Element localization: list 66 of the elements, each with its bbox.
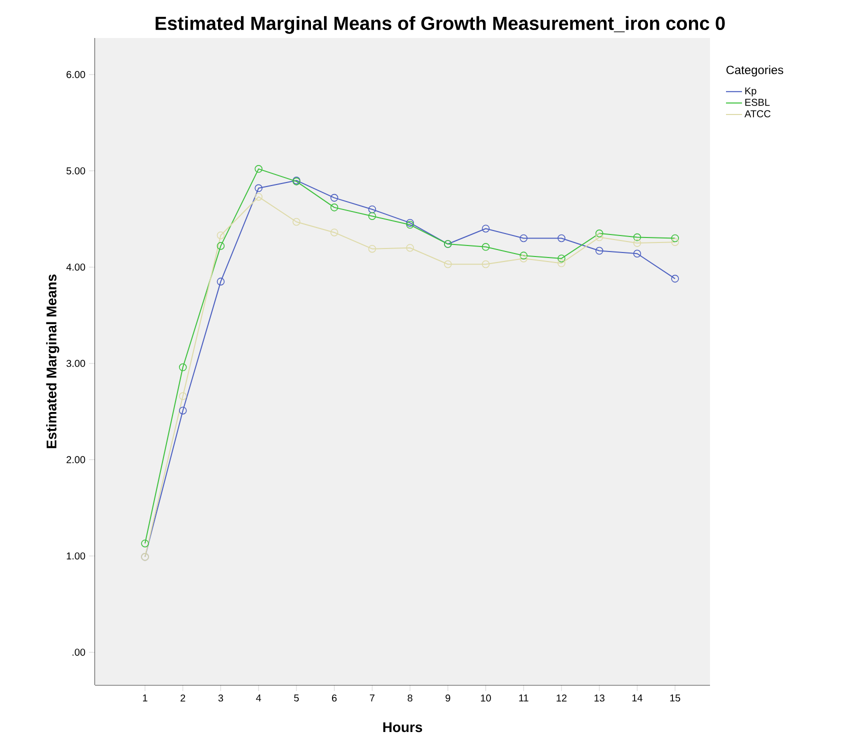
legend-label: ESBL: [745, 98, 770, 106]
point: [254, 192, 262, 201]
y-tick-label: 3.00: [66, 360, 86, 367]
point: [444, 260, 452, 268]
point: [633, 239, 642, 247]
point: [633, 233, 642, 242]
point: [178, 406, 187, 414]
point: [595, 246, 604, 255]
x-tick-label: 8: [408, 694, 412, 702]
point: [368, 244, 376, 253]
point: [558, 259, 566, 268]
legend-label: Kp: [745, 87, 756, 96]
point: [520, 254, 528, 262]
point: [633, 250, 642, 258]
point: [330, 194, 338, 202]
x-tick-label: 6: [332, 694, 337, 702]
point: [671, 238, 679, 246]
point: [558, 254, 566, 262]
point: [482, 224, 490, 232]
y-tick-label: 2.00: [66, 456, 86, 464]
point: [178, 363, 187, 372]
y-tick-label: 5.00: [66, 167, 86, 174]
x-tick-label: 12: [556, 694, 567, 702]
point: [254, 165, 262, 173]
point: [368, 205, 376, 214]
point: [595, 233, 604, 242]
x-tick-label: 15: [670, 694, 680, 702]
x-tick-label: 1: [143, 694, 148, 702]
y-tick-label: 4.00: [66, 264, 86, 271]
x-tick-label: 7: [370, 694, 374, 702]
x-tick-label: 9: [446, 694, 450, 702]
point: [482, 260, 490, 268]
point: [254, 184, 262, 192]
x-axis-title: Hours: [383, 722, 422, 732]
point: [520, 252, 528, 260]
point: [216, 231, 225, 240]
point: [671, 274, 679, 283]
point: [216, 242, 225, 250]
point: [368, 212, 376, 220]
point: [671, 234, 679, 242]
x-tick-label: 10: [480, 694, 491, 702]
y-tick-label: 6.00: [66, 71, 86, 78]
point: [558, 234, 566, 242]
legend-title: Categories: [726, 65, 784, 77]
y-tick-label: .00: [72, 648, 86, 656]
y-axis-title: Estimated Marginal Means: [46, 274, 60, 448]
x-tick-label: 4: [256, 694, 262, 702]
point: [292, 218, 300, 226]
point: [520, 234, 528, 242]
x-tick-label: 13: [594, 694, 604, 702]
point: [595, 230, 604, 238]
y-tick-label: 1.00: [66, 552, 86, 560]
x-tick-label: 3: [218, 694, 224, 702]
legend-label: ATCC: [744, 110, 770, 118]
x-tick-label: 14: [632, 694, 642, 702]
chart-title: Estimated Marginal Means of Growth Measurement_iron conc 0: [156, 16, 725, 34]
x-tick-label: 2: [180, 694, 186, 702]
point: [330, 204, 338, 212]
point: [216, 278, 225, 286]
point: [330, 228, 338, 236]
point: [406, 244, 414, 252]
point: [141, 540, 149, 548]
x-tick-label: 5: [294, 694, 299, 702]
x-tick-label: 11: [519, 694, 528, 702]
point: [178, 392, 187, 400]
point: [482, 243, 490, 251]
